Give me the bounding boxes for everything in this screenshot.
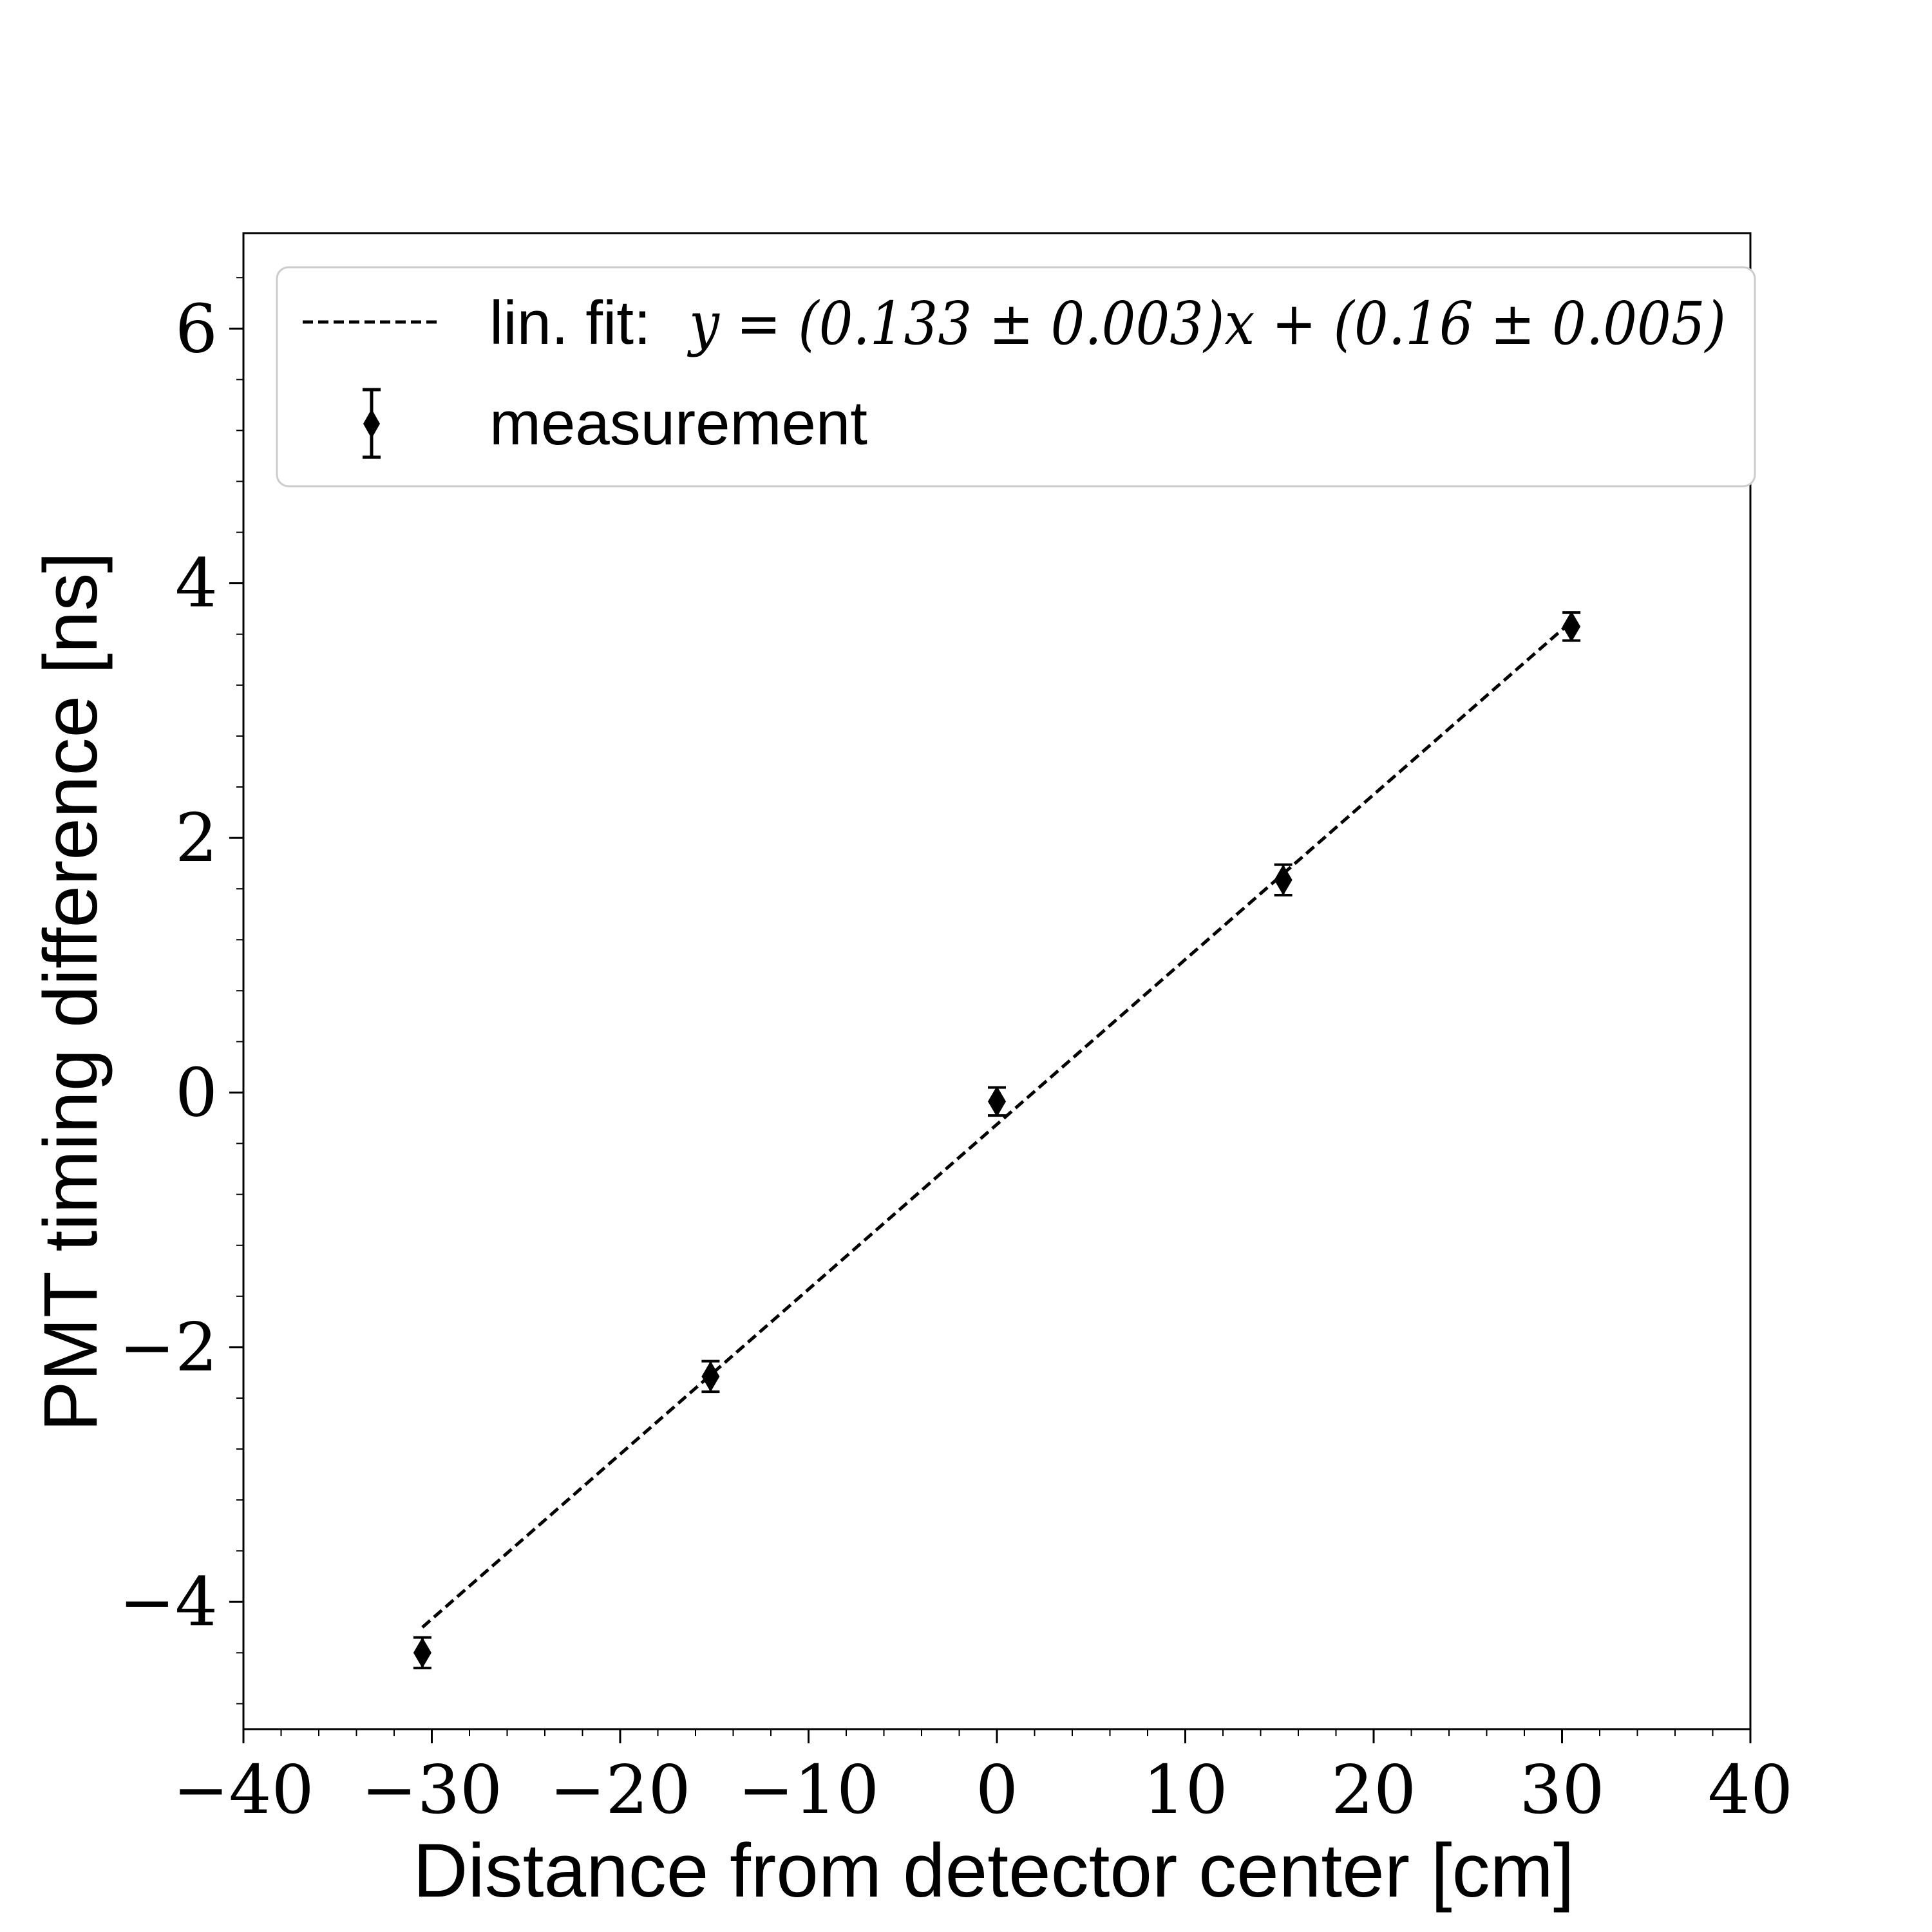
- x-tick-label: −40: [173, 1750, 314, 1829]
- data-point: [1274, 863, 1293, 897]
- x-tick-label: −10: [738, 1750, 879, 1829]
- y-tick-label: 4: [175, 544, 218, 623]
- diamond-marker: [988, 1086, 1006, 1117]
- legend-measurement-label: measurement: [489, 389, 867, 458]
- legend-diamond-marker: [363, 409, 380, 439]
- legend-fit-formula: y = (0.133 ± 0.003)x + (0.16 ± 0.005): [687, 289, 1726, 358]
- diamond-marker: [413, 1637, 431, 1669]
- x-tick-label: −30: [361, 1750, 502, 1829]
- data-point-group: [413, 611, 1581, 1670]
- x-tick-label: −20: [549, 1750, 690, 1829]
- data-point: [701, 1359, 720, 1394]
- diamond-marker: [1274, 864, 1293, 896]
- data-point: [988, 1086, 1006, 1117]
- x-tick-label: 20: [1331, 1750, 1416, 1829]
- fit-line: [421, 620, 1573, 1629]
- x-tick-label: 10: [1142, 1750, 1227, 1829]
- legend-fit-prefix: lin. fit:: [489, 289, 651, 357]
- y-tick-label: −4: [119, 1562, 218, 1641]
- x-axis-title: Distance from detector center [cm]: [413, 1828, 1574, 1913]
- legend-box: [276, 266, 1756, 488]
- x-tick-label: 40: [1708, 1750, 1793, 1829]
- diamond-marker: [1562, 611, 1581, 642]
- y-tick-label: 2: [175, 799, 218, 877]
- y-tick-label: −2: [119, 1308, 218, 1387]
- fit-line-group: [421, 620, 1573, 1629]
- tick-group: [229, 277, 1752, 1743]
- y-axis-title: PMT timing difference [ns]: [28, 552, 113, 1432]
- legend: lin. fit: y = (0.133 ± 0.003)x + (0.16 ±…: [276, 266, 1756, 488]
- x-tick-label: 30: [1519, 1750, 1604, 1829]
- diamond-marker: [701, 1361, 720, 1392]
- data-point: [1562, 611, 1581, 642]
- y-tick-label: 6: [175, 289, 218, 368]
- y-tick-label: 0: [175, 1053, 218, 1132]
- data-point: [413, 1636, 431, 1670]
- x-tick-label: 0: [976, 1750, 1018, 1829]
